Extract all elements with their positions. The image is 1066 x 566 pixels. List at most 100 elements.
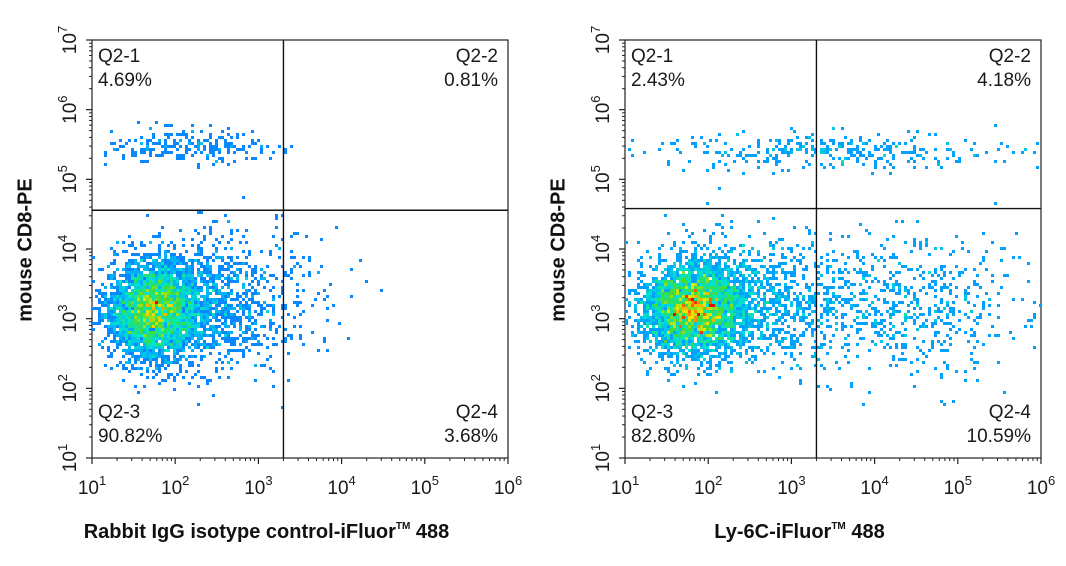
event-point	[718, 367, 721, 370]
event-point	[158, 235, 161, 238]
event-point	[733, 322, 736, 325]
event-point	[149, 361, 152, 364]
event-point	[856, 316, 859, 319]
event-point	[715, 319, 718, 322]
event-point	[182, 376, 185, 379]
event-point	[158, 253, 161, 256]
event-point	[218, 343, 221, 346]
event-point	[922, 148, 925, 151]
event-point	[113, 328, 116, 331]
event-point	[140, 367, 143, 370]
event-point	[119, 274, 122, 277]
event-point	[119, 301, 122, 304]
event-point	[754, 292, 757, 295]
event-point	[730, 325, 733, 328]
event-point	[221, 328, 224, 331]
event-point	[167, 322, 170, 325]
event-point	[745, 304, 748, 307]
event-point	[146, 139, 149, 142]
event-point	[823, 286, 826, 289]
event-point	[805, 286, 808, 289]
event-point	[871, 280, 874, 283]
event-point	[745, 295, 748, 298]
event-point	[128, 337, 131, 340]
event-point	[227, 265, 230, 268]
event-point	[143, 265, 146, 268]
event-point	[964, 292, 967, 295]
event-point	[272, 151, 275, 154]
event-point	[751, 313, 754, 316]
event-point	[170, 241, 173, 244]
event-point	[895, 343, 898, 346]
event-point	[125, 340, 128, 343]
event-point	[724, 346, 727, 349]
event-point	[269, 274, 272, 277]
event-point	[134, 151, 137, 154]
event-point	[185, 283, 188, 286]
event-point	[263, 334, 266, 337]
event-point	[679, 280, 682, 283]
event-point	[709, 298, 712, 301]
y-tick-label-group: 106	[588, 95, 614, 123]
event-point	[137, 268, 140, 271]
event-point	[284, 340, 287, 343]
event-point	[173, 361, 176, 364]
event-point	[1006, 145, 1009, 148]
event-point	[715, 292, 718, 295]
event-point	[697, 355, 700, 358]
event-point	[224, 142, 227, 145]
event-point	[637, 277, 640, 280]
event-point	[245, 274, 248, 277]
event-point	[179, 319, 182, 322]
event-point	[814, 265, 817, 268]
event-point	[733, 334, 736, 337]
event-point	[796, 304, 799, 307]
event-point	[655, 361, 658, 364]
event-point	[832, 292, 835, 295]
event-point	[784, 310, 787, 313]
event-point	[922, 352, 925, 355]
event-point	[811, 298, 814, 301]
event-point	[191, 124, 194, 127]
event-point	[197, 274, 200, 277]
event-point	[182, 289, 185, 292]
event-point	[212, 259, 215, 262]
event-point	[212, 337, 215, 340]
event-point	[880, 334, 883, 337]
event-point	[679, 298, 682, 301]
event-point	[709, 340, 712, 343]
event-point	[176, 301, 179, 304]
event-point	[751, 277, 754, 280]
y-tick-label-group: 105	[55, 165, 81, 193]
event-point	[92, 322, 95, 325]
event-point	[652, 289, 655, 292]
event-point	[946, 157, 949, 160]
event-point	[1000, 259, 1003, 262]
event-point	[164, 307, 167, 310]
event-point	[185, 148, 188, 151]
event-point	[994, 334, 997, 337]
event-point	[694, 250, 697, 253]
event-point	[209, 124, 212, 127]
event-point	[757, 253, 760, 256]
event-point	[191, 301, 194, 304]
event-point	[254, 289, 257, 292]
event-point	[227, 361, 230, 364]
event-point	[227, 307, 230, 310]
event-point	[796, 364, 799, 367]
event-point	[212, 286, 215, 289]
event-point	[781, 361, 784, 364]
event-point	[131, 277, 134, 280]
event-point	[733, 328, 736, 331]
event-point	[685, 313, 688, 316]
event-point	[676, 274, 679, 277]
event-point	[640, 331, 643, 334]
event-point	[634, 310, 637, 313]
event-point	[152, 328, 155, 331]
event-point	[946, 367, 949, 370]
event-point	[224, 277, 227, 280]
event-point	[116, 319, 119, 322]
event-point	[832, 250, 835, 253]
event-point	[239, 349, 242, 352]
event-point	[736, 289, 739, 292]
